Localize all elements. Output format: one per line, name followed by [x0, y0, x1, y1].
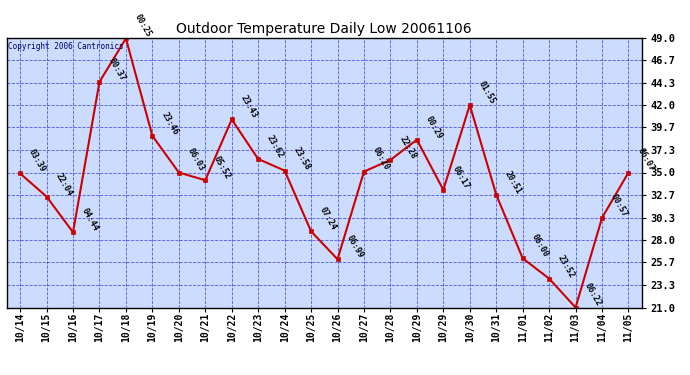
Text: 00:29: 00:29 — [424, 114, 444, 140]
Text: 06:22: 06:22 — [582, 282, 603, 308]
Text: 07:24: 07:24 — [318, 206, 338, 232]
Text: 23:52: 23:52 — [556, 253, 576, 279]
Text: 06:07: 06:07 — [635, 147, 656, 173]
Text: 20:51: 20:51 — [503, 169, 524, 195]
Text: 23:58: 23:58 — [292, 145, 312, 171]
Text: 01:55: 01:55 — [477, 80, 497, 106]
Text: 23:43: 23:43 — [239, 94, 259, 120]
Text: 22:28: 22:28 — [397, 134, 417, 160]
Text: 06:20: 06:20 — [371, 146, 391, 172]
Text: 00:25: 00:25 — [133, 13, 153, 39]
Text: 05:52: 05:52 — [213, 154, 233, 181]
Text: Copyright 2006 Cantronics: Copyright 2006 Cantronics — [8, 42, 124, 51]
Text: 06:17: 06:17 — [451, 164, 471, 190]
Text: 06:99: 06:99 — [344, 234, 365, 260]
Title: Outdoor Temperature Daily Low 20061106: Outdoor Temperature Daily Low 20061106 — [177, 22, 472, 36]
Text: 22:04: 22:04 — [54, 171, 74, 197]
Text: 00:57: 00:57 — [609, 192, 629, 218]
Text: 23:62: 23:62 — [265, 134, 286, 160]
Text: 00:37: 00:37 — [106, 56, 127, 82]
Text: 06:03: 06:03 — [186, 147, 206, 173]
Text: 03:39: 03:39 — [27, 148, 48, 174]
Text: 06:00: 06:00 — [530, 233, 550, 259]
Text: 04:44: 04:44 — [80, 207, 100, 233]
Text: 23:46: 23:46 — [159, 110, 179, 136]
